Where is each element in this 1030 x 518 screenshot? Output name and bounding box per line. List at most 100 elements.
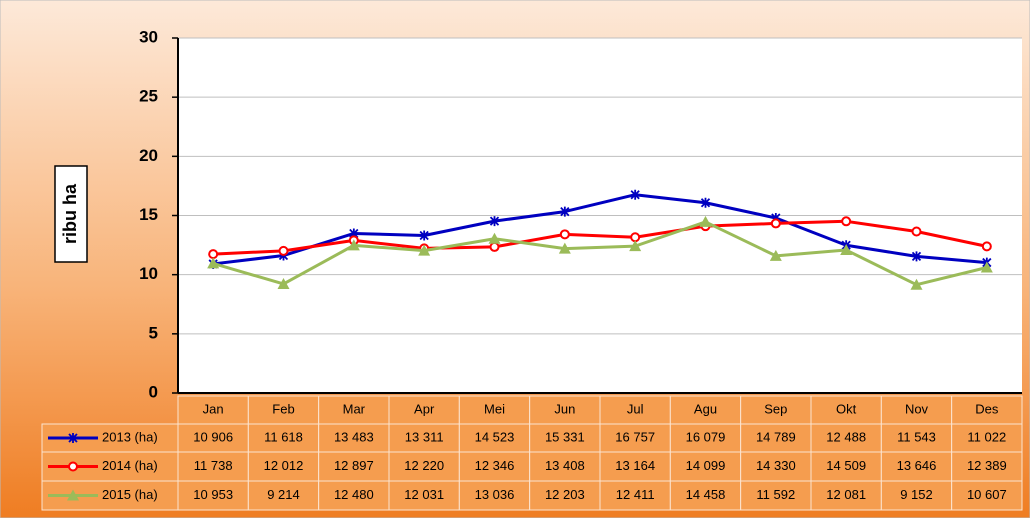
value-label: 12 220 [404,458,444,473]
legend-label: 2014 (ha) [102,458,158,473]
table-cell [599,395,671,425]
marker [207,257,220,269]
marker [68,433,78,443]
table-cell [177,451,249,482]
y-tick-label: 25 [139,87,158,106]
x-tick-label: Jun [554,401,575,416]
marker [208,249,219,260]
value-label: 16 079 [686,429,726,444]
series-line [212,220,988,287]
x-tick-label: Agu [694,401,717,416]
value-label: 12 031 [404,487,444,502]
table-cell [247,423,320,453]
value-label: 11 618 [264,429,303,444]
value-label: 14 789 [756,429,796,444]
x-tick-label: Mar [343,401,366,416]
marker [911,226,922,237]
legend-label: 2013 (ha) [102,429,158,444]
value-label: 11 738 [194,458,233,473]
value-label: 13 483 [334,429,374,444]
value-label: 13 408 [545,458,585,473]
marker [841,216,852,227]
table-cell [318,451,390,482]
marker [488,232,501,244]
y-tick-label: 5 [149,323,158,342]
table-cell [951,451,1023,482]
marker [559,229,570,240]
value-label: 9 152 [900,487,933,502]
value-label: 13 646 [897,458,937,473]
value-label: 14 099 [686,458,726,473]
marker [347,239,360,251]
table-cell [177,423,249,453]
value-label: 16 757 [615,429,655,444]
y-tick-label: 0 [149,382,158,401]
table-cell [740,395,812,425]
marker [980,261,993,273]
table-cell [599,451,671,482]
table-cell [318,395,390,425]
marker [560,206,570,217]
table-cell [458,395,531,425]
table-cell [951,480,1023,511]
value-label: 14 523 [475,429,515,444]
value-label: 12 346 [475,458,515,473]
x-tick-label: Feb [272,401,294,416]
y-tick-label: 10 [139,264,158,283]
y-axis-label: ribu ha [60,183,80,244]
value-label: 12 389 [967,458,1007,473]
marker [840,244,853,256]
table-cell [599,423,671,453]
y-tick-label: 15 [139,205,158,224]
value-label: 12 203 [545,487,585,502]
marker [278,245,289,256]
value-label: 13 164 [615,458,655,473]
marker [629,240,642,252]
y-tick-label: 30 [139,27,158,46]
x-tick-label: Nov [905,401,929,416]
value-label: 12 411 [616,487,655,502]
marker [911,251,922,262]
marker [277,277,290,289]
value-label: 13 036 [475,487,515,502]
x-tick-label: Sep [764,401,787,416]
y-tick-label: 20 [139,146,158,165]
marker [770,218,781,229]
value-label: 14 330 [756,458,796,473]
marker [67,489,79,501]
value-label: 13 311 [405,429,444,444]
marker [419,230,429,241]
table-cell [599,480,671,511]
table-cell [177,480,249,511]
value-label: 12 897 [334,458,374,473]
table-cell [740,423,812,453]
marker [910,278,923,290]
x-tick-label: Mei [484,401,505,416]
marker [700,197,711,208]
marker [418,244,431,256]
table-cell [740,451,812,482]
value-label: 12 488 [826,429,866,444]
y-label-box: ribu ha [54,165,88,263]
marker [630,189,640,200]
marker [558,242,571,254]
marker [981,241,992,252]
value-label: 10 953 [193,487,233,502]
marker [699,215,712,227]
marker [630,232,641,243]
table-cell [529,451,601,482]
value-label: 11 022 [967,429,1006,444]
table-cell [529,480,601,511]
x-tick-label: Jan [203,401,224,416]
value-label: 10 906 [193,429,233,444]
table-cell [880,423,953,453]
x-tick-label: Okt [836,401,857,416]
value-label: 11 592 [756,487,795,502]
table-cell [669,423,742,453]
table-cell [810,480,882,511]
series-line [213,219,988,256]
value-label: 14 509 [826,458,866,473]
value-label: 12 012 [264,458,304,473]
value-label: 15 331 [545,429,585,444]
